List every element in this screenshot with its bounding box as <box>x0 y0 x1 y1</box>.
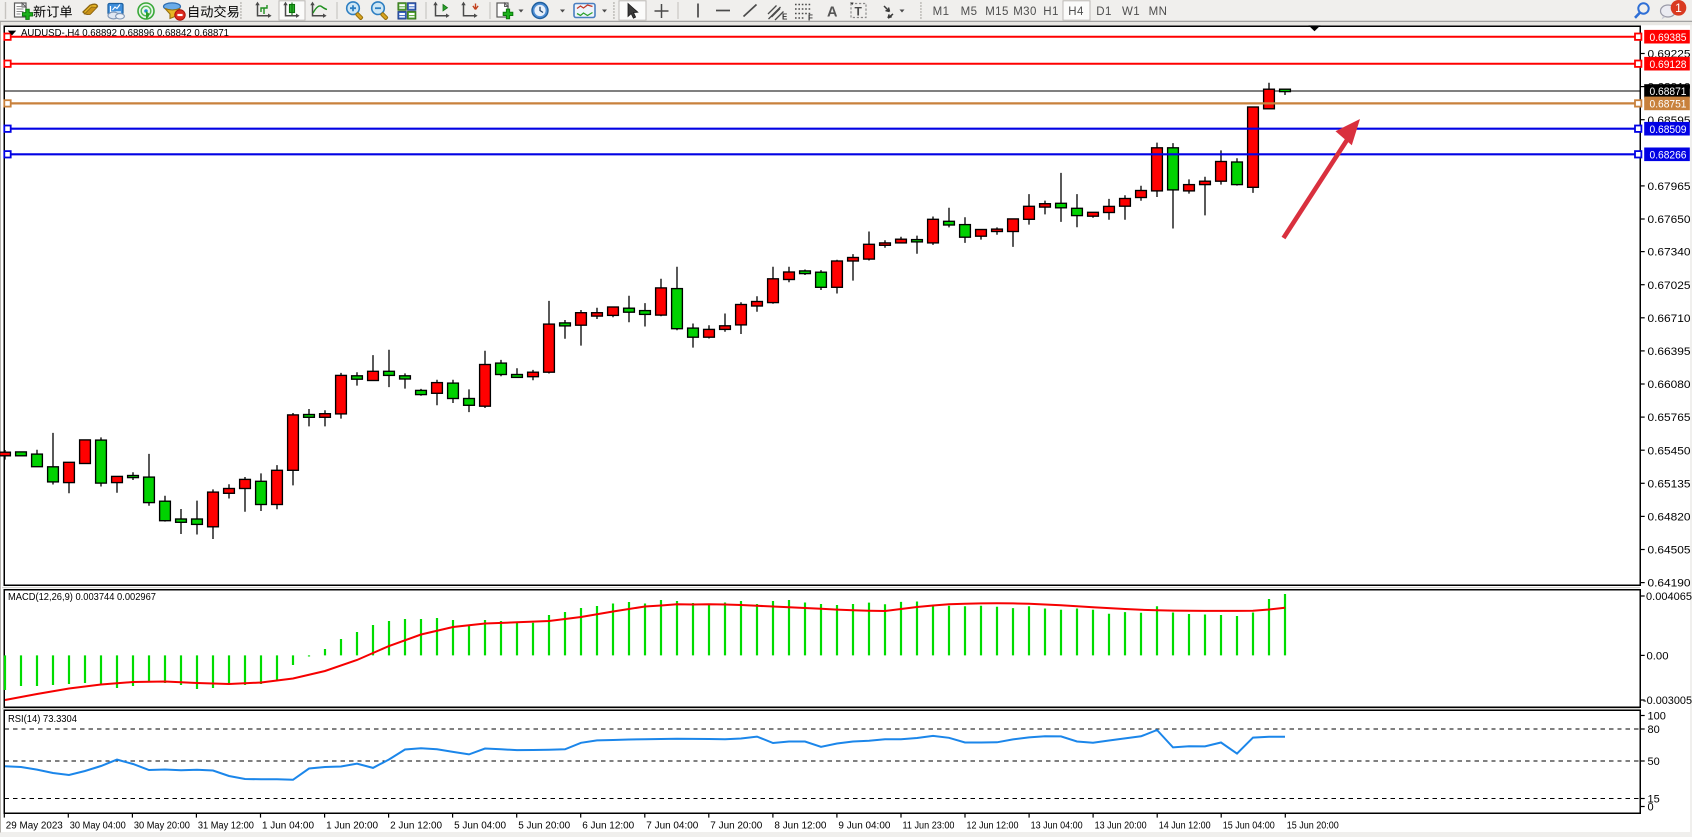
svg-text:8 Jun 12:00: 8 Jun 12:00 <box>774 820 826 831</box>
svg-text:0.67965: 0.67965 <box>1648 181 1691 193</box>
svg-text:31 May 12:00: 31 May 12:00 <box>198 820 254 831</box>
svg-text:15 Jun 04:00: 15 Jun 04:00 <box>1223 820 1275 831</box>
svg-text:W1: W1 <box>1122 6 1140 18</box>
svg-text:11 Jun 23:00: 11 Jun 23:00 <box>903 820 955 831</box>
svg-text:2 Jun 12:00: 2 Jun 12:00 <box>390 820 442 831</box>
svg-text:50: 50 <box>1648 756 1660 768</box>
svg-text:0.67650: 0.67650 <box>1648 214 1691 226</box>
svg-text:0.69385: 0.69385 <box>1650 32 1687 44</box>
svg-text:0.68871: 0.68871 <box>1650 86 1687 98</box>
svg-text:30 May 20:00: 30 May 20:00 <box>134 820 190 831</box>
svg-text:0.64190: 0.64190 <box>1648 578 1691 590</box>
svg-text:12 Jun 12:00: 12 Jun 12:00 <box>967 820 1019 831</box>
svg-text:E: E <box>782 13 788 22</box>
svg-text:0.67025: 0.67025 <box>1648 280 1691 292</box>
svg-text:0.67340: 0.67340 <box>1648 247 1691 259</box>
svg-text:0.65765: 0.65765 <box>1648 412 1691 424</box>
svg-text:0.65450: 0.65450 <box>1648 445 1691 457</box>
svg-text:0.66395: 0.66395 <box>1648 346 1691 358</box>
svg-text:RSI(14) 73.3304: RSI(14) 73.3304 <box>8 713 77 725</box>
svg-text:13 Jun 20:00: 13 Jun 20:00 <box>1095 820 1147 831</box>
svg-text:A: A <box>827 5 838 21</box>
svg-text:0.00: 0.00 <box>1647 651 1669 663</box>
svg-text:F: F <box>808 14 813 23</box>
svg-text:15 Jun 20:00: 15 Jun 20:00 <box>1287 820 1339 831</box>
svg-text:7 Jun 20:00: 7 Jun 20:00 <box>710 820 762 831</box>
svg-text:MACD(12,26,9) 0.003744 0.00296: MACD(12,26,9) 0.003744 0.002967 <box>8 591 156 603</box>
svg-text:H1: H1 <box>1043 6 1059 18</box>
svg-text:D1: D1 <box>1096 6 1112 18</box>
svg-text:M15: M15 <box>985 6 1009 18</box>
svg-text:100: 100 <box>1648 711 1666 723</box>
svg-text:1 Jun 04:00: 1 Jun 04:00 <box>262 820 314 831</box>
svg-text:H4: H4 <box>1068 6 1084 18</box>
svg-text:7 Jun 04:00: 7 Jun 04:00 <box>646 820 698 831</box>
svg-text:0: 0 <box>1648 802 1654 814</box>
svg-text:5 Jun 04:00: 5 Jun 04:00 <box>454 820 506 831</box>
svg-text:29 May 2023: 29 May 2023 <box>6 820 63 831</box>
svg-text:15: 15 <box>1648 794 1660 806</box>
svg-text:14 Jun 12:00: 14 Jun 12:00 <box>1159 820 1211 831</box>
svg-text:1 Jun 20:00: 1 Jun 20:00 <box>326 820 378 831</box>
svg-text:M30: M30 <box>1013 6 1037 18</box>
svg-text:0.64505: 0.64505 <box>1648 545 1691 557</box>
svg-text:0.69128: 0.69128 <box>1650 59 1687 71</box>
svg-text:9 Jun 04:00: 9 Jun 04:00 <box>838 820 890 831</box>
svg-text:0.68509: 0.68509 <box>1650 124 1687 136</box>
svg-text:80: 80 <box>1648 724 1660 736</box>
svg-text:0.66080: 0.66080 <box>1648 379 1691 391</box>
svg-text:-0.003005: -0.003005 <box>1643 695 1692 707</box>
svg-text:6 Jun 12:00: 6 Jun 12:00 <box>582 820 634 831</box>
svg-text:0.68266: 0.68266 <box>1650 149 1687 161</box>
svg-text:30 May 04:00: 30 May 04:00 <box>70 820 126 831</box>
svg-text:1: 1 <box>1675 1 1682 15</box>
svg-text:0.65135: 0.65135 <box>1648 478 1691 490</box>
svg-text:0.004065: 0.004065 <box>1646 591 1692 603</box>
svg-text:0.68751: 0.68751 <box>1650 99 1687 111</box>
svg-text:5 Jun 20:00: 5 Jun 20:00 <box>518 820 570 831</box>
svg-text:0.66710: 0.66710 <box>1648 313 1691 325</box>
svg-text:M1: M1 <box>933 6 950 18</box>
svg-text:13 Jun 04:00: 13 Jun 04:00 <box>1031 820 1083 831</box>
svg-text:0.64820: 0.64820 <box>1648 512 1691 524</box>
svg-text:AUDUSD-,H4 0.68892 0.68896 0.: AUDUSD-,H4 0.68892 0.68896 0.68842 0.688… <box>21 28 229 39</box>
svg-text:MN: MN <box>1149 6 1168 18</box>
svg-text:M5: M5 <box>961 6 978 18</box>
svg-text:T: T <box>855 5 863 19</box>
